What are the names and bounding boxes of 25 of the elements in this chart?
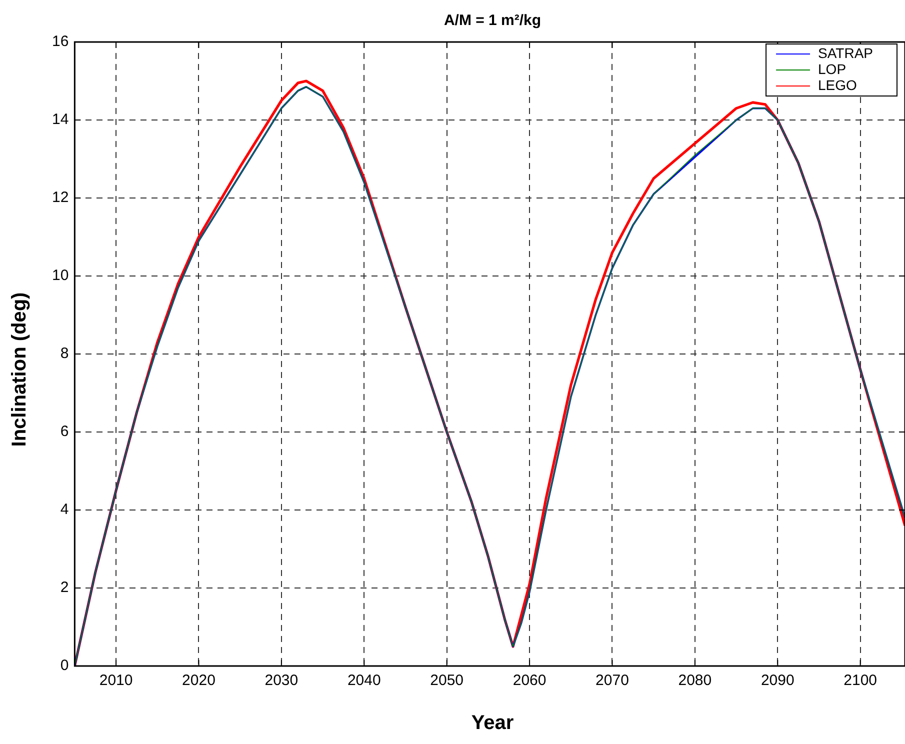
y-tick-label: 12: [52, 189, 69, 206]
y-axis-title: Inclination (deg): [8, 291, 32, 449]
x-tick-label: 2070: [596, 672, 629, 690]
x-tick-label: 2040: [347, 672, 381, 690]
y-tick-label: 10: [52, 267, 69, 284]
y-tick-label: 14: [52, 111, 69, 128]
x-axis-title: Year: [470, 712, 515, 735]
legend-label: SATRAP: [818, 44, 874, 61]
legend-label: LOP: [818, 60, 846, 77]
x-tick-label: 2020: [182, 672, 216, 690]
y-tick-label: 8: [60, 345, 69, 362]
x-tick-label: 2050: [430, 672, 464, 690]
x-tick-label: 2090: [760, 672, 794, 690]
x-tick-label: 2030: [264, 672, 298, 690]
y-tick-label: 16: [52, 33, 69, 50]
y-tick-label: 2: [60, 579, 69, 596]
chart-title: A/M = 1 m²/kg: [442, 12, 542, 29]
x-tick-label: 2010: [99, 672, 133, 690]
y-tick-label: 0: [60, 657, 69, 674]
x-tick-label: 2060: [512, 672, 546, 690]
y-tick-label: 4: [60, 501, 69, 518]
legend-label: LEGO: [818, 76, 858, 93]
x-tick-label: 2100: [844, 672, 878, 690]
y-tick-label: 6: [60, 423, 69, 440]
x-tick-label: 2080: [678, 672, 712, 690]
